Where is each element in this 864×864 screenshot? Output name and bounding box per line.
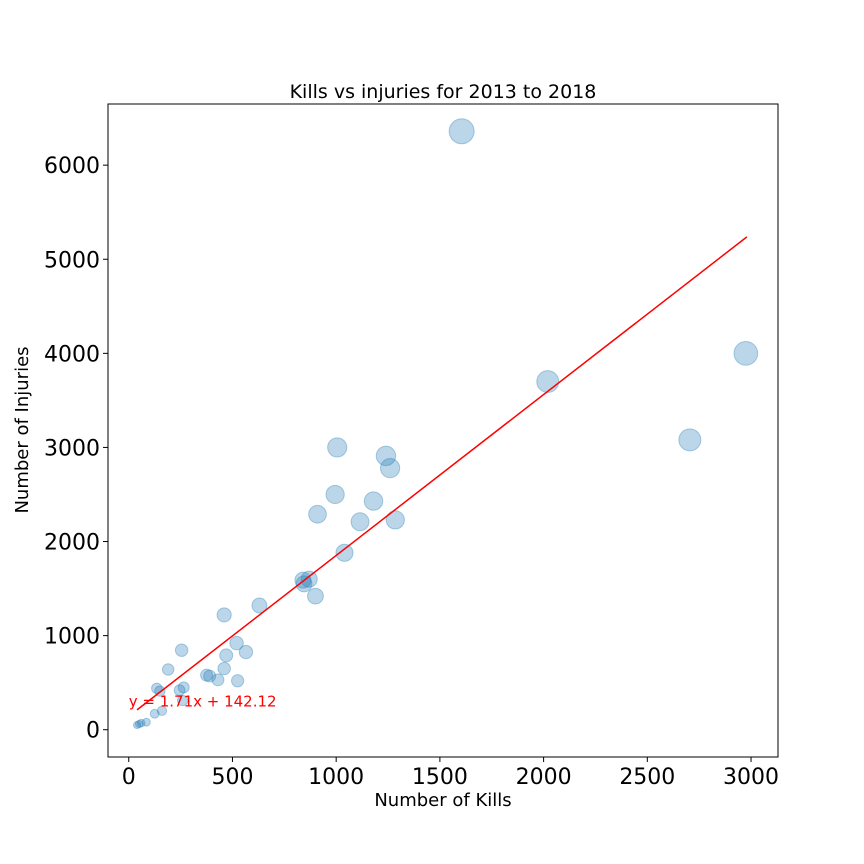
data-point <box>295 575 313 593</box>
y-tick-label: 5000 <box>44 248 100 273</box>
data-point <box>177 681 190 694</box>
data-point <box>678 428 702 452</box>
chart-title: Kills vs injuries for 2013 to 2018 <box>290 81 597 103</box>
x-axis-title: Number of Kills <box>374 790 511 811</box>
data-point <box>151 682 163 695</box>
data-point <box>733 340 759 366</box>
data-point <box>203 669 217 683</box>
trend-equation-label: y = 1.71x + 142.12 <box>129 692 277 710</box>
y-axis-ticks: 0 1000 2000 3000 4000 5000 6000 <box>44 154 108 744</box>
data-point <box>335 543 354 562</box>
data-point <box>375 445 397 467</box>
data-point <box>211 673 225 687</box>
data-point <box>325 484 345 505</box>
x-tick-label: 2500 <box>619 765 675 790</box>
y-tick-label: 6000 <box>44 154 100 179</box>
x-tick-label: 500 <box>211 765 253 790</box>
x-axis-ticks: 0 500 1000 1500 2000 2500 3000 <box>122 757 779 790</box>
data-point <box>134 719 144 729</box>
y-axis-title: Number of Injuries <box>12 346 33 513</box>
data-point <box>141 717 151 727</box>
plot-frame <box>107 103 779 758</box>
data-point <box>307 587 324 605</box>
data-point <box>174 643 189 657</box>
y-tick-label: 3000 <box>44 436 100 461</box>
y-tick-label: 2000 <box>44 531 100 556</box>
y-tick-label: 4000 <box>44 342 100 367</box>
points-layer <box>132 118 759 730</box>
data-point <box>136 718 146 728</box>
data-point <box>216 607 232 623</box>
x-tick-label: 3000 <box>723 765 779 790</box>
data-point <box>300 570 318 588</box>
y-tick-label: 0 <box>86 719 100 744</box>
trend-line <box>136 236 748 711</box>
data-point <box>363 491 384 511</box>
x-tick-label: 1000 <box>308 765 364 790</box>
data-point <box>149 708 160 719</box>
data-point <box>238 644 254 660</box>
data-point <box>327 437 348 458</box>
x-tick-label: 1500 <box>412 765 468 790</box>
data-point <box>156 705 168 717</box>
data-point <box>229 635 244 651</box>
x-tick-label: 2000 <box>516 765 572 790</box>
data-point <box>379 458 401 479</box>
data-point <box>231 674 245 688</box>
data-point <box>536 370 560 394</box>
y-tick-label: 1000 <box>44 625 100 650</box>
data-point <box>448 118 475 145</box>
x-tick-label: 0 <box>122 765 136 790</box>
data-point <box>251 597 268 614</box>
data-point <box>200 668 213 682</box>
data-point <box>173 684 186 697</box>
data-point <box>176 694 189 707</box>
data-point <box>161 663 175 676</box>
data-point <box>219 648 234 663</box>
data-point <box>217 661 231 676</box>
data-point <box>385 510 405 530</box>
data-point <box>132 720 142 730</box>
data-point <box>350 512 370 532</box>
data-point <box>308 504 327 524</box>
